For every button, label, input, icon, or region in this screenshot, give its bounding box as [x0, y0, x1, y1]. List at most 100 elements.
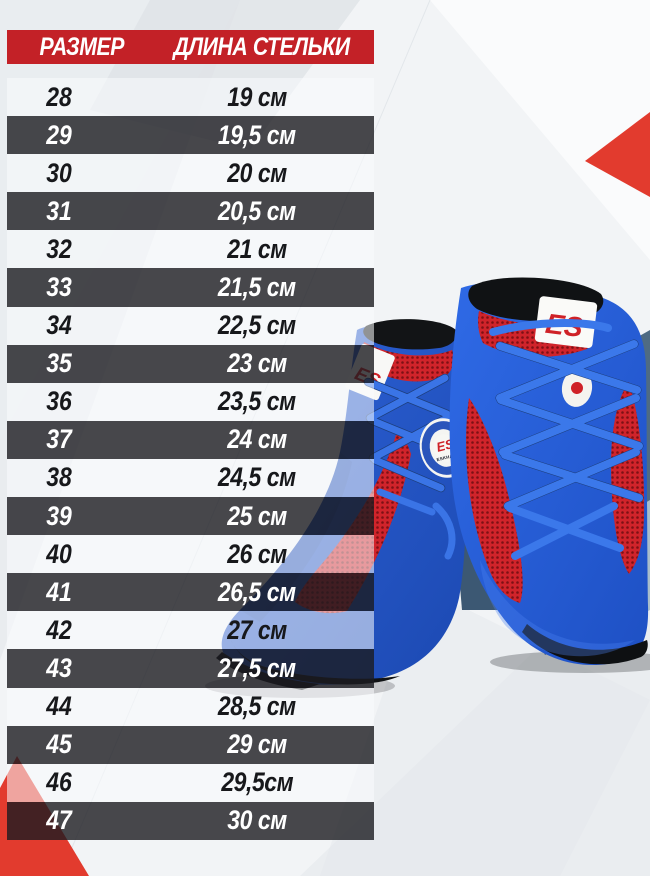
length-cell: 20,5 см: [112, 196, 374, 227]
length-cell: 19 см: [112, 82, 374, 113]
size-cell: 43: [7, 653, 112, 684]
size-cell: 45: [7, 729, 112, 760]
size-cell: 28: [7, 82, 112, 113]
toe-highlight: [480, 560, 635, 657]
length-value: 23,5 см: [218, 386, 296, 417]
laces: [364, 374, 456, 560]
size-value: 45: [46, 729, 73, 760]
size-cell: 32: [7, 234, 112, 265]
table-row: 34 22,5 см: [7, 306, 374, 345]
table-rows: 28 19 см 29 19,5 см 30 20 см 31 20,5 см 32 21…: [7, 78, 374, 840]
size-value: 40: [46, 538, 73, 569]
shoe-collar-opening: [363, 319, 457, 350]
length-cell: 20 см: [112, 158, 374, 189]
length-cell: 25 см: [112, 501, 374, 532]
size-value: 28: [46, 81, 73, 112]
table-row: 38 24,5 см: [7, 458, 374, 498]
length-cell: 21 см: [112, 234, 374, 265]
length-cell: 29 см: [112, 729, 374, 760]
size-cell: 29: [7, 120, 112, 151]
table-row: 44 28,5 см: [7, 687, 374, 726]
table-row: 37 24 см: [7, 420, 374, 459]
length-cell: 29,5см: [112, 767, 374, 798]
table-row: 45 29 см: [7, 725, 374, 764]
length-value: 29,5см: [221, 767, 293, 798]
table-row: 40 26 см: [7, 535, 374, 574]
table-row: 28 19 см: [7, 78, 374, 117]
mesh-panel: [611, 382, 645, 574]
badge-brand-text: ESKHATA: [436, 452, 460, 462]
size-cell: 42: [7, 615, 112, 646]
table-row: 42 27 см: [7, 611, 374, 650]
size-value: 46: [46, 767, 73, 798]
size-value: 33: [46, 272, 73, 303]
size-value: 41: [46, 576, 73, 607]
lace-patch: [561, 369, 593, 407]
size-cell: 37: [7, 424, 112, 455]
table-row: 33 21,5 см: [7, 268, 374, 307]
length-cell: 23,5 см: [112, 386, 374, 417]
size-cell: 38: [7, 462, 112, 493]
length-cell: 30 см: [112, 805, 374, 836]
length-cell: 24 см: [112, 424, 374, 455]
accent-triangle-right: [585, 112, 650, 197]
shoe-sole: [522, 624, 648, 665]
length-value: 19 см: [227, 81, 287, 112]
size-table: РАЗМЕР ДЛИНА СТЕЛЬКИ 28 19 см 29 19,5 см 3…: [7, 30, 374, 840]
size-cell: 40: [7, 539, 112, 570]
size-value: 34: [46, 310, 73, 341]
size-value: 32: [46, 233, 73, 264]
length-value: 21 см: [227, 233, 287, 264]
length-value: 27,5 см: [218, 652, 296, 683]
header-size-cell: РАЗМЕР: [7, 33, 157, 62]
patch-mark: [571, 382, 583, 394]
length-value: 29 см: [227, 729, 287, 760]
size-value: 36: [46, 386, 73, 417]
size-cell: 36: [7, 386, 112, 417]
table-row: 29 19,5 см: [7, 116, 374, 155]
table-row: 36 23,5 см: [7, 382, 374, 421]
length-cell: 26 см: [112, 539, 374, 570]
length-value: 26,5 см: [218, 576, 296, 607]
length-value: 25 см: [227, 500, 287, 531]
table-row: 47 30 см: [7, 801, 374, 840]
length-value: 19,5 см: [218, 119, 296, 150]
size-cell: 46: [7, 767, 112, 798]
length-cell: 21,5 см: [112, 272, 374, 303]
length-value: 27 см: [227, 614, 287, 645]
size-value: 31: [46, 195, 73, 226]
size-value: 35: [46, 348, 73, 379]
size-value: 38: [46, 462, 73, 493]
mesh-panel: [466, 398, 523, 603]
table-header: РАЗМЕР ДЛИНА СТЕЛЬКИ: [7, 30, 374, 64]
laces: [489, 319, 643, 560]
length-cell: 23 см: [112, 348, 374, 379]
length-value: 21,5 см: [218, 272, 296, 303]
size-value: 47: [46, 805, 73, 836]
header-length-label: ДЛИНА СТЕЛЬКИ: [173, 32, 350, 61]
size-value: 43: [46, 652, 73, 683]
length-value: 26 см: [227, 538, 287, 569]
background-facet: [430, 0, 650, 260]
size-cell: 33: [7, 272, 112, 303]
length-value: 20,5 см: [218, 195, 296, 226]
size-cell: 39: [7, 501, 112, 532]
table-row: 32 21 см: [7, 230, 374, 269]
table-row: 30 20 см: [7, 154, 374, 193]
size-value: 29: [46, 119, 73, 150]
size-cell: 31: [7, 196, 112, 227]
length-value: 23 см: [227, 348, 287, 379]
length-cell: 22,5 см: [112, 310, 374, 341]
length-value: 30 см: [227, 805, 287, 836]
size-value: 44: [46, 691, 73, 722]
size-value: 39: [46, 500, 73, 531]
table-row: 39 25 см: [7, 497, 374, 536]
size-cell: 41: [7, 577, 112, 608]
shoe-right: ES: [449, 277, 649, 666]
length-cell: 26,5 см: [112, 577, 374, 608]
length-value: 20 см: [227, 157, 287, 188]
size-value: 37: [46, 424, 73, 455]
header-size-label: РАЗМЕР: [39, 32, 125, 61]
size-cell: 30: [7, 158, 112, 189]
